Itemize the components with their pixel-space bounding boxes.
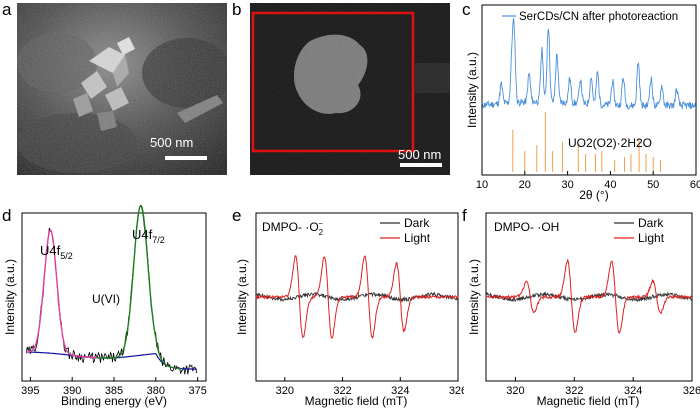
xrd-reference-lines [512,112,661,172]
chart-d-x-label: Binding energy (eV) [61,394,167,408]
xrd-pattern-line [481,18,697,110]
xps-label-uvi: U(VI) [92,292,120,306]
chart-c-y-label: Intensity (a.u.) [465,52,479,128]
highlight-box [251,11,415,153]
epr-e-legend-dark: Dark [404,216,430,230]
panel-letter-d: d [2,206,12,225]
chart-d-x-ticks: 395 390 385 380 375 [21,377,207,397]
panel-letter-b: b [232,0,242,19]
chart-c-x-tick-label: 30 [561,179,573,191]
chart-d-x-tick-label: 375 [188,385,206,397]
chart-d-y-label: Intensity (a.u.) [3,259,17,335]
panel-letter-e: e [232,206,242,225]
uranium-signal [294,34,368,114]
chart-c-x-ticks: 10 20 30 40 50 60 [476,171,700,191]
chart-e-x-ticks: 320 322 324 326 [276,377,464,397]
xps-fit-u4f52 [26,228,101,359]
chart-f-y-label: Intensity (a.u.) [467,259,481,335]
chart-d-x-tick-label: 395 [21,385,39,397]
chart-c-frame [481,4,697,176]
chart-e-x-tick-label: 324 [391,385,409,397]
epr-f-light-line [485,258,693,334]
chart-f-x-tick-label: 326 [683,385,700,397]
epr-e-light-line [255,255,459,340]
xps-fit-u4f72 [97,205,181,370]
scale-bar-b [400,163,442,167]
xps-label-u4f52: U4f5/2 [40,243,73,261]
chart-e-x-tick-label: 326 [449,385,464,397]
chart-f-x-label: Magnetic field (mT) [537,394,640,408]
panel-letter-a: a [2,0,12,19]
chart-f-x-tick-label: 322 [565,385,583,397]
chart-e-x-tick-label: 320 [276,385,294,397]
chart-d-x-tick-label: 380 [147,385,165,397]
panel-letter-f: f [462,206,467,225]
epr-f-legend-light: Light [638,231,665,245]
sem-image [17,3,227,175]
chart-c: 10 20 30 40 50 60 SerCDs/CN after photoreacti… [465,4,700,202]
xrd-reference-label: UO2(O2)·2H2O [568,136,652,150]
xrd-legend-label: SerCDs/CN after photoreaction [519,11,678,23]
chart-d-x-tick-label: 390 [63,385,81,397]
chart-c-x-tick-label: 50 [647,179,659,191]
chart-c-x-label: 2θ (°) [579,188,608,202]
epr-e-annotation: DMPO- ·O2− [262,219,324,237]
xps-label-u4f72: U4f7/2 [132,227,165,245]
chart-f-x-tick-label: 320 [506,385,524,397]
element-map [250,3,450,175]
chart-d: 395 390 385 380 375 U4f5/2 U4f7/2 U(VI) Bind… [3,205,207,408]
epr-f-legend-dark: Dark [638,216,664,230]
chart-f-x-ticks: 320 322 324 326 [506,377,700,397]
epr-f-annotation: DMPO- ·OH [494,220,559,234]
chart-f: 320 322 324 326 DMPO- ·OH Dark Light Magnet… [467,212,700,408]
chart-e-y-label: Intensity (a.u.) [235,259,249,335]
scale-label-b: 500 nm [398,147,442,162]
chart-e-x-label: Magnetic field (mT) [305,394,408,408]
chart-d-x-tick-label: 385 [105,385,123,397]
chart-e-x-tick-label: 322 [333,385,351,397]
chart-e: 320 322 324 326 DMPO- ·O2− Dark Light Magne… [235,212,464,408]
chart-c-x-tick-label: 10 [476,179,488,191]
chart-c-x-tick-label: 20 [519,179,531,191]
epr-e-legend-light: Light [404,231,431,245]
chart-f-x-tick-label: 324 [624,385,642,397]
panel-letter-c: c [462,0,471,19]
scale-bar-a [165,156,207,160]
epr-e-dark-line [255,291,459,303]
chart-c-x-tick-label: 40 [604,179,616,191]
scale-label-a: 500 nm [150,135,194,150]
chart-c-x-tick-label: 60 [690,179,700,191]
